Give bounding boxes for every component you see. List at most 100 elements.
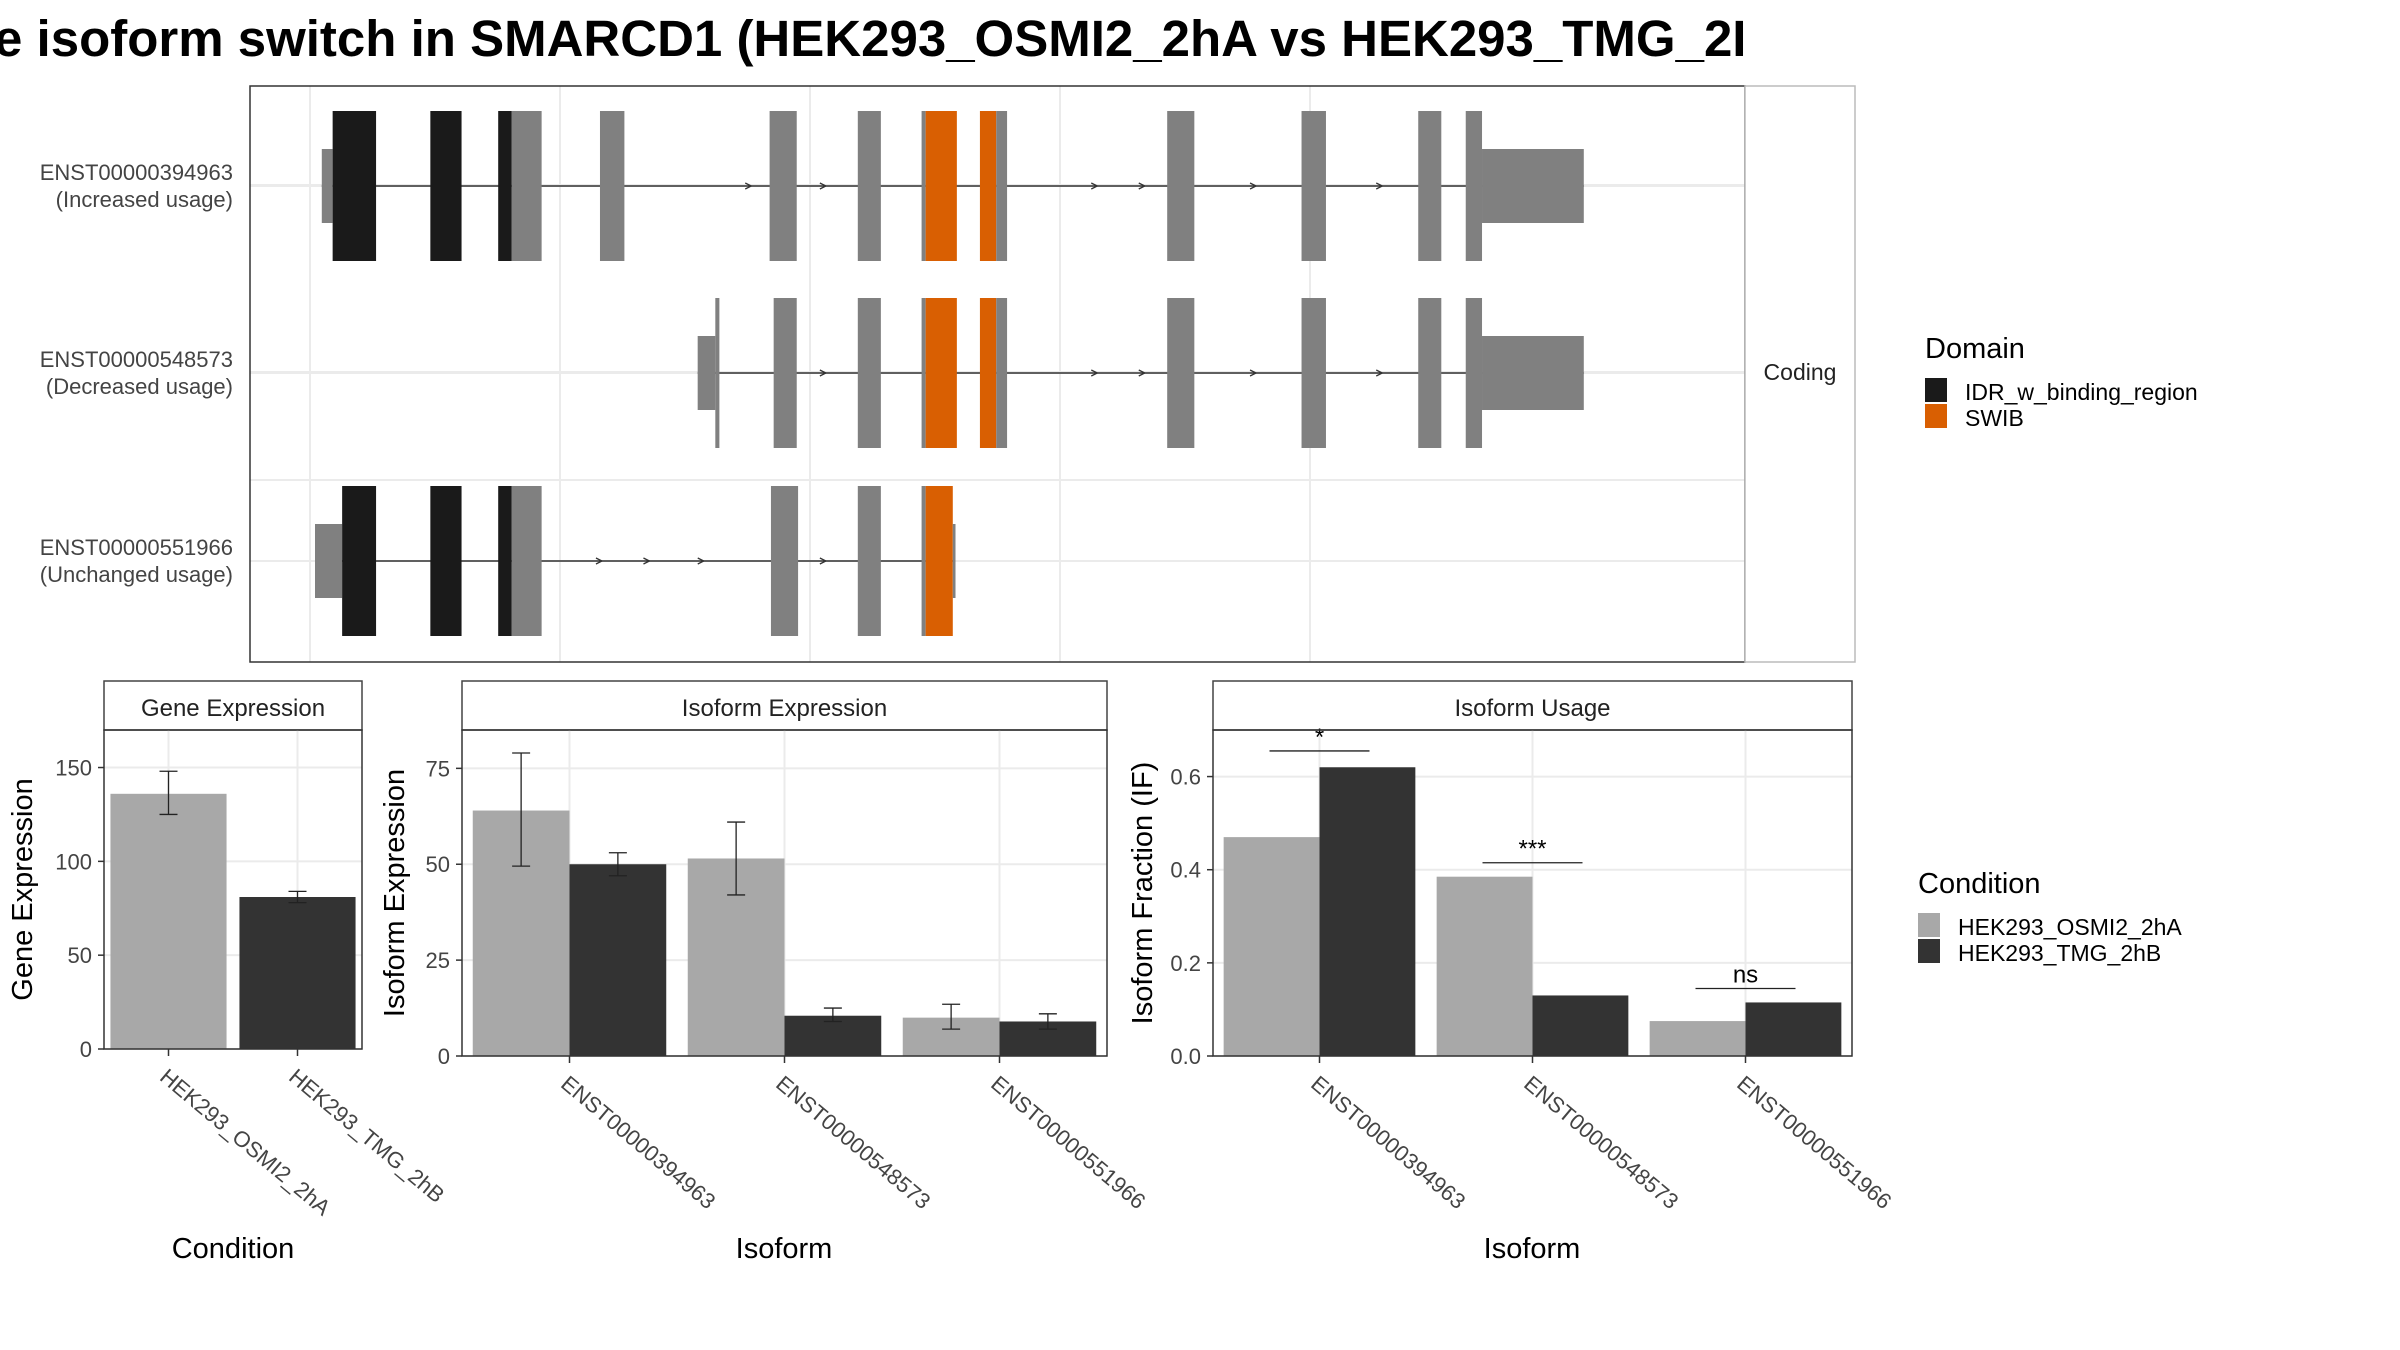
exon-idr — [430, 111, 462, 261]
strand-arrow — [819, 182, 828, 190]
bar-panel-border — [103, 729, 363, 1050]
error-bar — [608, 852, 627, 877]
panel-strip — [461, 680, 1108, 731]
exon-cds — [773, 298, 797, 448]
exon-swib — [979, 111, 997, 261]
error-bar — [288, 890, 307, 904]
exon-idr — [430, 486, 462, 636]
exon-idr — [498, 111, 512, 261]
exon-cds — [770, 486, 799, 636]
y-tick-label: 0.6 — [1170, 765, 1201, 790]
x-axis-title: Condition — [172, 1233, 295, 1265]
transcript-label: ENST00000548573 — [40, 347, 233, 372]
x-tick-label: ENST00000551966 — [1732, 1071, 1896, 1214]
significance-label: ns — [1733, 961, 1758, 988]
exon-cds — [715, 298, 720, 448]
exon-cds — [921, 111, 926, 261]
legend-swatch — [1925, 404, 1947, 428]
y-tick-label: 0.4 — [1170, 858, 1201, 883]
panel-strip-title: Isoform Expression — [682, 695, 887, 722]
exon-cds — [921, 486, 926, 636]
exon-cds — [1301, 111, 1326, 261]
strand-arrow — [697, 557, 706, 565]
exon-cds — [511, 486, 542, 636]
x-tick-label: ENST00000548573 — [1519, 1071, 1683, 1214]
legend-condition-label: HEK293_OSMI2_2hA — [1958, 914, 2182, 940]
x-axis-title: Isoform — [736, 1233, 833, 1265]
x-tick-label: ENST00000394963 — [1306, 1071, 1470, 1214]
bar-panel-border — [1212, 729, 1853, 1057]
error-bar — [727, 821, 746, 896]
legend-domain-label: SWIB — [1965, 405, 2024, 431]
bar — [569, 864, 667, 1056]
strand-arrow — [819, 369, 828, 377]
strand-arrow — [1138, 369, 1147, 377]
panel-strip — [1212, 680, 1853, 731]
y-tick-label: 100 — [55, 849, 92, 874]
exon-cds — [857, 111, 881, 261]
legend-swatch — [1925, 378, 1947, 402]
exon-cds — [599, 111, 625, 261]
exon-cds — [1167, 111, 1195, 261]
exon-cds — [1167, 298, 1195, 448]
exon-idr — [498, 486, 512, 636]
x-tick-label: ENST00000548573 — [771, 1071, 935, 1214]
y-tick-label: 75 — [426, 756, 450, 781]
error-bar — [1038, 1013, 1057, 1030]
exon-cds — [1465, 111, 1483, 261]
legend-domain-title: Domain — [1925, 333, 2025, 365]
exon-swib — [925, 111, 957, 261]
bar — [110, 793, 227, 1049]
error-bar — [823, 1007, 842, 1023]
exon-utr — [315, 524, 343, 598]
bar — [1319, 767, 1416, 1056]
transcript-usage-label: (Decreased usage) — [46, 374, 233, 399]
exon-utr — [1482, 149, 1584, 223]
y-tick-label: 0.2 — [1170, 951, 1201, 976]
exon-cds — [1301, 298, 1326, 448]
figure-title: e isoform switch in SMARCD1 (HEK293_OSMI… — [0, 10, 1746, 67]
bar — [1649, 1021, 1746, 1056]
transcript-label: ENST00000394963 — [40, 160, 233, 185]
y-tick-label: 25 — [426, 948, 450, 973]
y-tick-label: 0.0 — [1170, 1044, 1201, 1069]
exon-idr — [332, 111, 377, 261]
y-tick-label: 150 — [55, 756, 92, 781]
exon-swib — [925, 486, 953, 636]
error-bar — [512, 752, 531, 867]
exon-cds — [1418, 111, 1442, 261]
exon-cds — [857, 298, 881, 448]
bar — [1436, 876, 1533, 1056]
panel-strip — [103, 680, 363, 731]
exon-cds — [1418, 298, 1442, 448]
strand-arrow — [1375, 369, 1384, 377]
legend-swatch — [1918, 939, 1940, 963]
exon-utr — [1482, 336, 1584, 410]
bar — [239, 897, 356, 1049]
strand-arrow — [1249, 182, 1258, 190]
exon-cds — [996, 111, 1008, 261]
panel-strip-title: Gene Expression — [141, 695, 325, 722]
bar — [1223, 837, 1320, 1056]
exon-swib — [925, 298, 957, 448]
panel-strip-title: Isoform Usage — [1454, 695, 1610, 722]
exon-utr — [697, 336, 716, 410]
error-bar — [159, 770, 178, 816]
strand-arrow — [1090, 369, 1099, 377]
legend-condition-title: Condition — [1918, 868, 2041, 900]
significance-label: *** — [1518, 836, 1546, 863]
x-axis-title: Isoform — [1484, 1233, 1581, 1265]
exon-cds — [857, 486, 881, 636]
exon-cds — [921, 298, 926, 448]
strand-arrow — [643, 557, 651, 565]
exon-utr — [321, 149, 333, 223]
y-tick-label: 50 — [68, 943, 92, 968]
error-bar — [942, 1003, 961, 1030]
exon-cds — [996, 298, 1008, 448]
exon-idr — [342, 486, 377, 636]
exon-cds — [769, 111, 797, 261]
strand-arrow — [819, 557, 828, 565]
bar — [1745, 1002, 1842, 1056]
strip-coding — [1744, 85, 1856, 663]
